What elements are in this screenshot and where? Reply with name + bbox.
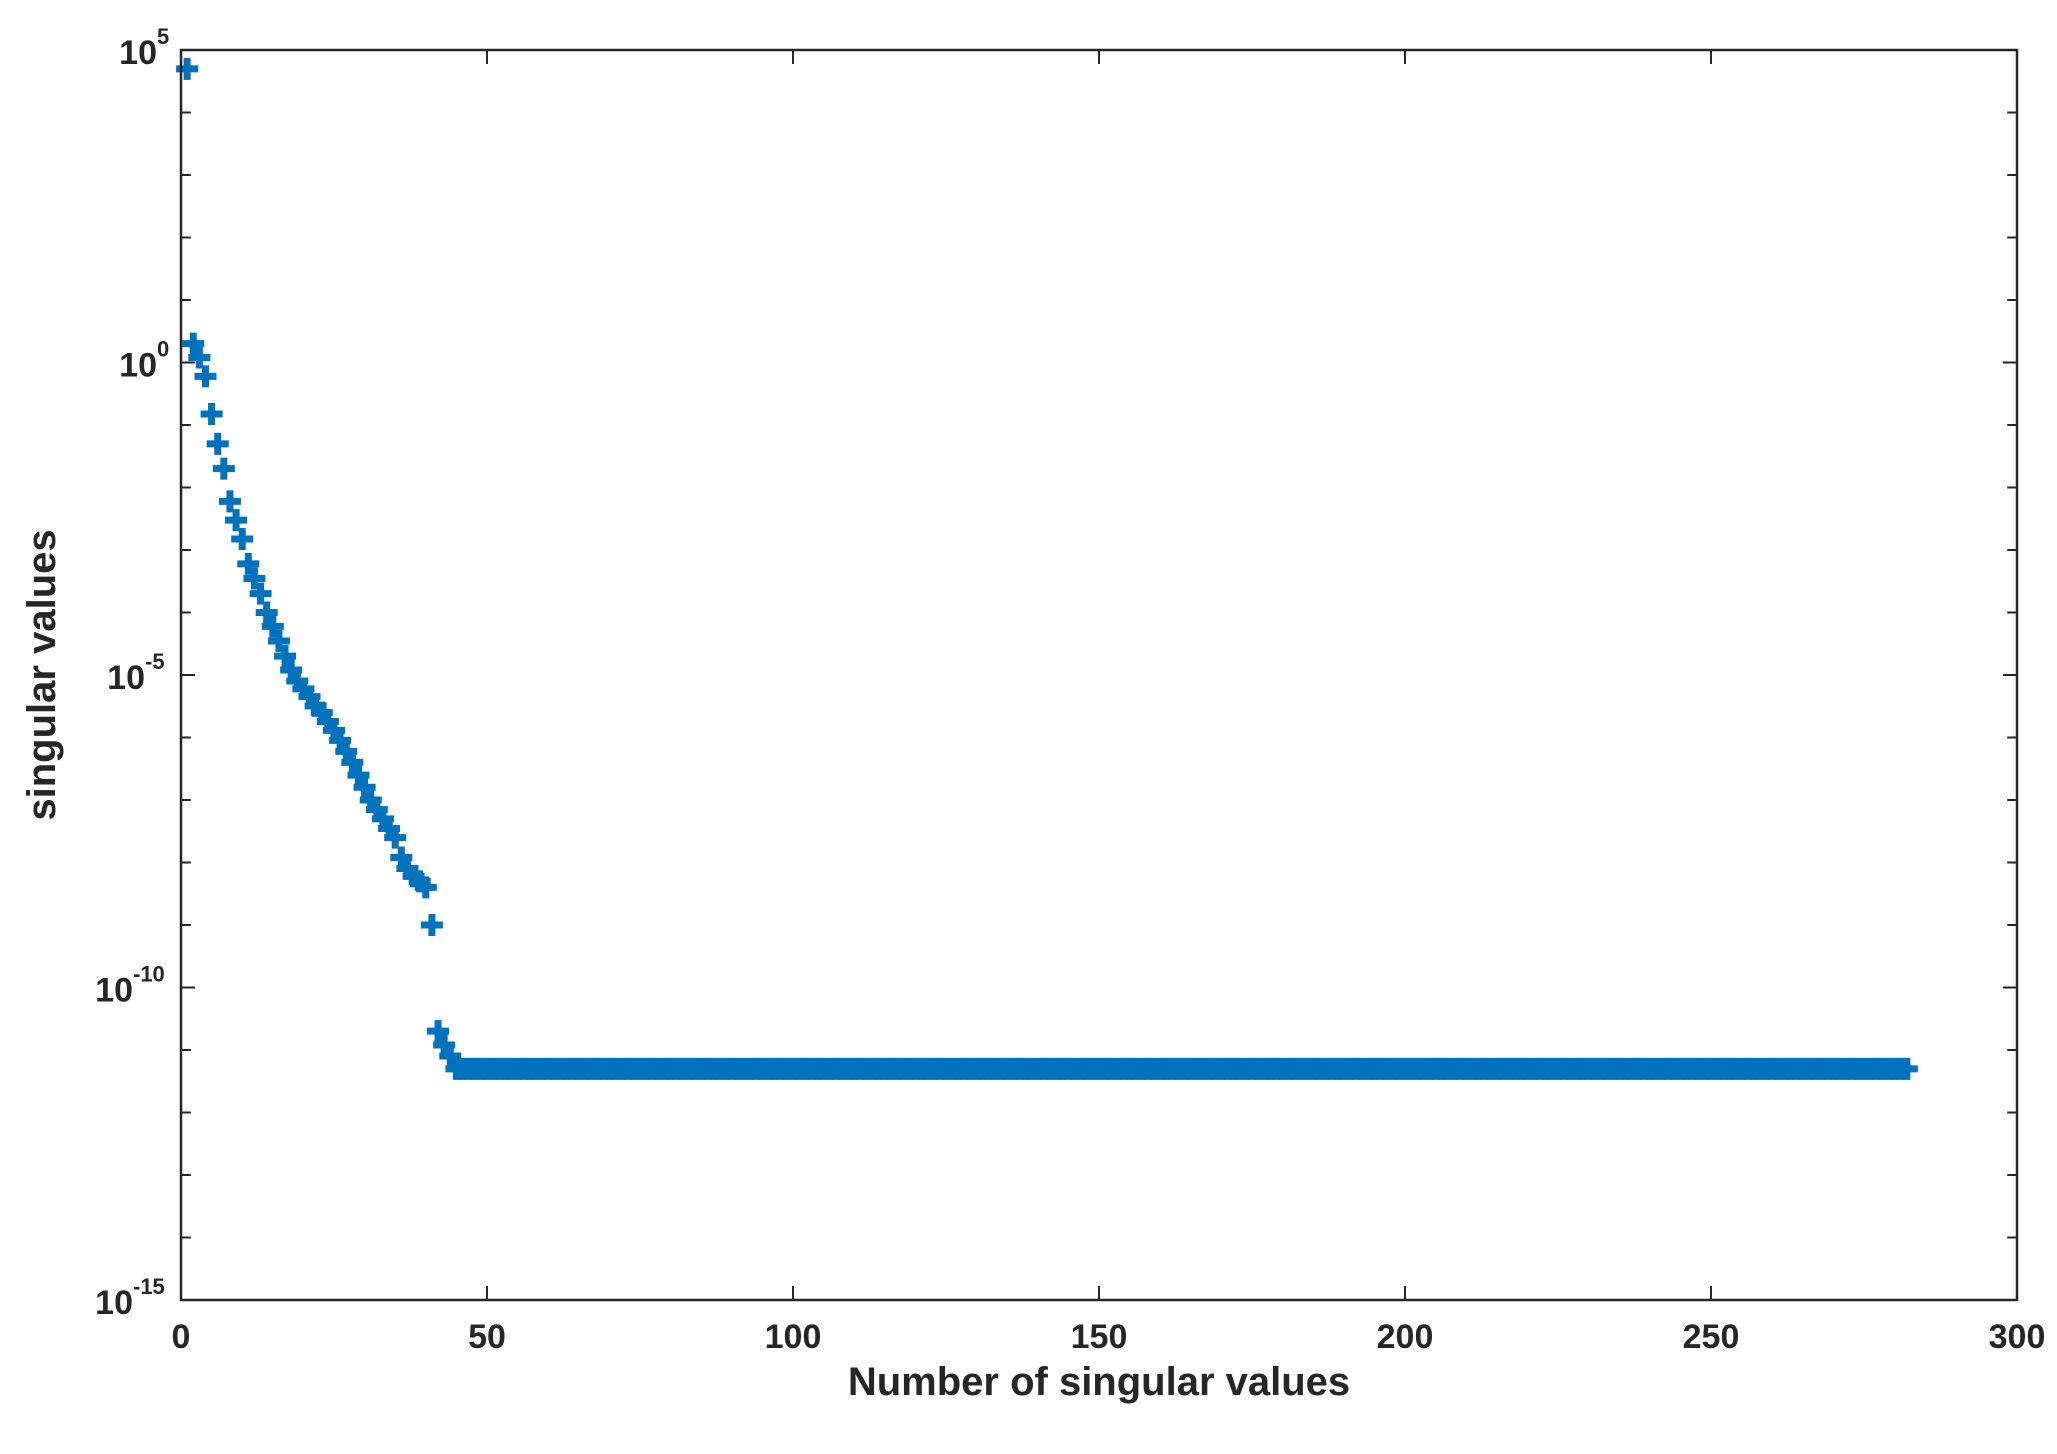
data-point [188,346,211,369]
y-tick-label-exponent: -10 [133,962,165,987]
x-tick-labels: 0 50 100 150 200 250 300 [172,1318,2046,1356]
data-point [274,645,297,668]
data-point [218,490,241,513]
y-tick-label: 10 -5 [107,649,164,697]
data-point [237,552,260,575]
data-point [341,751,364,774]
y-tick-label: 10 5 [119,24,169,72]
data-point [427,1020,450,1043]
data-point [384,826,407,849]
data-point [212,457,235,480]
data-point [329,729,352,752]
data-point [243,567,266,590]
data-point [439,1045,462,1068]
x-axis-title: Number of singular values [848,1360,1350,1404]
x-tick-label: 150 [1071,1318,1128,1356]
y-tick-label-exponent: -15 [133,1274,165,1299]
x-tick-label: 300 [1989,1318,2046,1356]
data-point [414,876,437,899]
data-point [280,659,303,682]
y-tick-label-base: 10 [119,347,157,385]
y-tick-label-exponent: -5 [145,649,165,674]
y-tick-label: 10 -15 [95,1274,165,1322]
data-point [267,629,290,652]
data-point [433,1034,456,1057]
y-tick-label: 10 -10 [95,962,165,1010]
data-point [420,914,443,936]
data-point [182,332,205,355]
data-point [206,432,229,455]
data-point [347,764,370,787]
plot-area [181,50,2017,1300]
y-tick-label-base: 10 [95,972,133,1010]
y-tick-label-base: 10 [107,659,145,697]
data-point [225,509,248,532]
y-tick-label-base: 10 [119,34,157,72]
data-point [390,846,413,869]
data-point [194,365,217,388]
y-tick-label: 10 0 [119,337,169,385]
data-point [231,527,254,550]
y-tick-label-exponent: 0 [157,337,169,362]
data-point [255,601,278,624]
x-tick-label: 0 [172,1318,191,1356]
plot-frame [179,48,2019,1302]
x-tick-label: 100 [765,1318,822,1356]
x-tick-label: 250 [1683,1318,1740,1356]
data-point [261,615,284,638]
x-tick-label: 200 [1377,1318,1434,1356]
data-point [353,776,376,799]
y-tick-label-exponent: 5 [157,24,169,49]
data-point [200,402,223,425]
data-point [335,740,358,763]
x-tick-label: 50 [468,1318,506,1356]
data-point [249,582,272,605]
y-tick-label-base: 10 [95,1284,133,1322]
data-point [1895,1057,1918,1080]
y-axis-title: singular values [20,529,64,820]
data-points [176,57,1918,1080]
